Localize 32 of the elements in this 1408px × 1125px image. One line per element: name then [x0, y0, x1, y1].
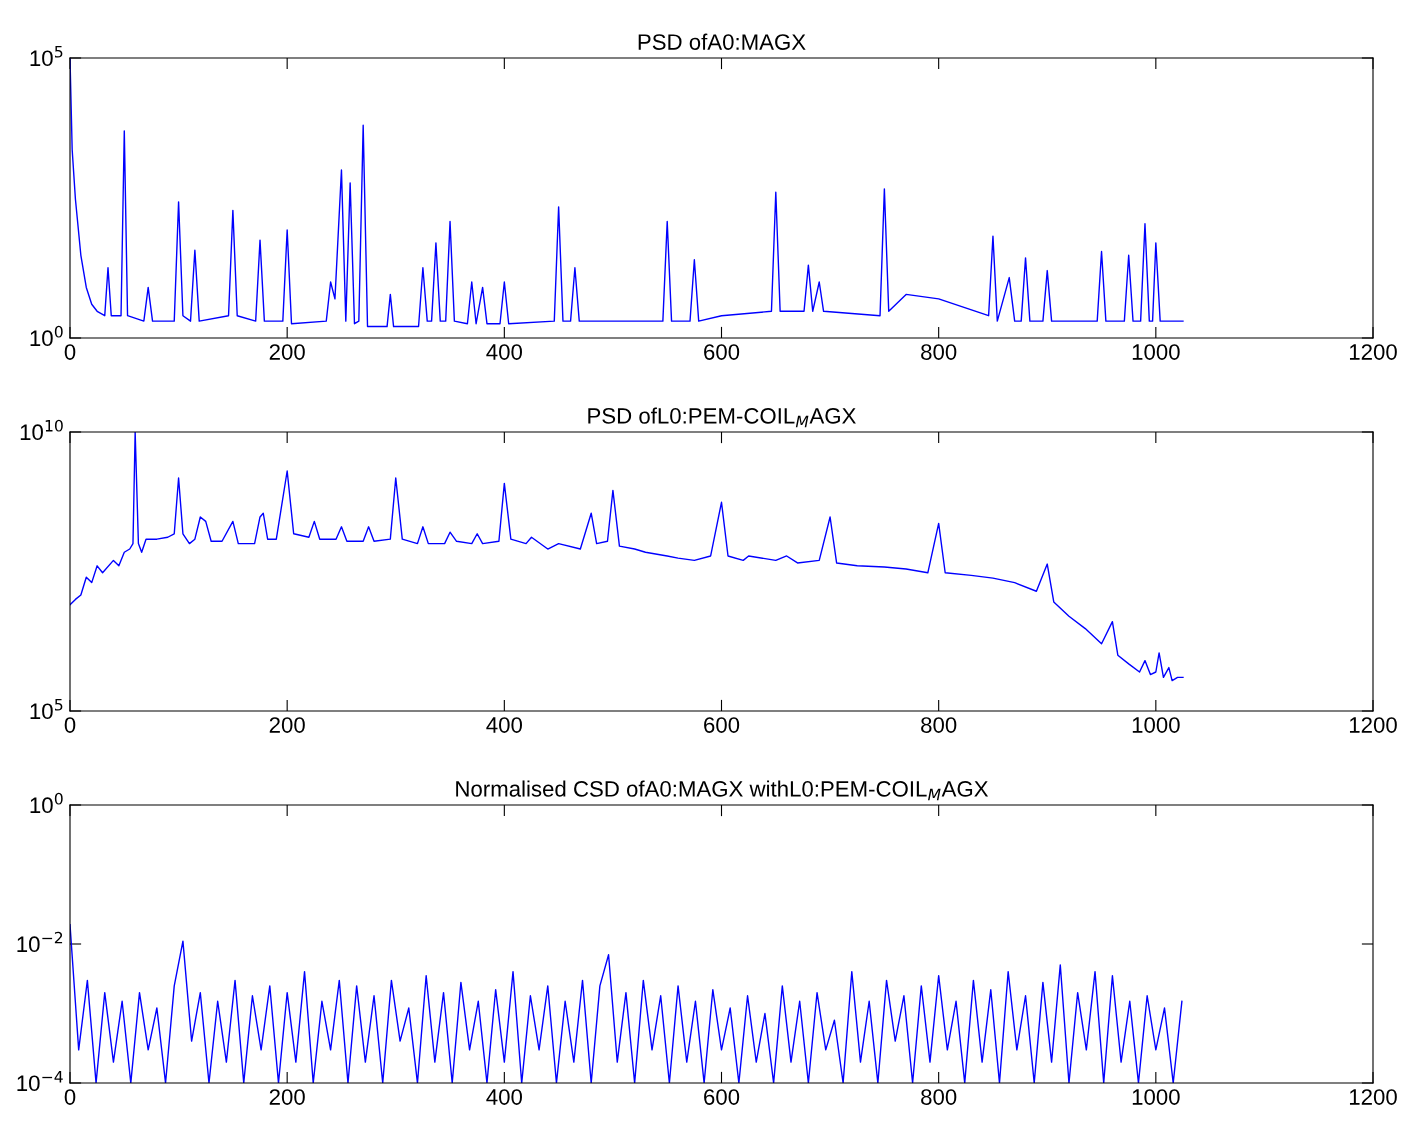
x-tick-label: 800: [921, 344, 957, 360]
x-tick-label: 0: [64, 717, 76, 733]
y-tick-label: 10$^{5}$: [30, 699, 63, 720]
chart-title: PSD ofA0:MAGX: [638, 33, 806, 50]
x-tick-label: 200: [269, 344, 305, 360]
x-tick-label: 800: [921, 717, 957, 733]
x-tick-label: 600: [704, 1089, 740, 1105]
x-tick-label: 600: [704, 344, 740, 360]
x-tick-label: 800: [921, 1089, 957, 1105]
x-tick-label: 1000: [1132, 344, 1180, 360]
x-tick-label: 200: [269, 717, 305, 733]
x-tick-label: 400: [486, 717, 522, 733]
x-tick-label: 600: [704, 717, 740, 733]
x-tick-label: 1200: [1349, 717, 1397, 733]
x-tick-label: 200: [269, 1089, 305, 1105]
x-tick-label: 400: [486, 1089, 522, 1105]
y-tick-label: 10$^{5}$: [30, 46, 63, 67]
x-tick-label: 0: [64, 344, 76, 360]
y-tick-label: 10$^{−4}$: [17, 1071, 63, 1092]
chart-title: PSD ofL0:PEM-COIL$_{M}$AGX: [588, 407, 856, 428]
line-series: [70, 432, 1184, 682]
x-tick-label: 0: [64, 1089, 76, 1105]
x-tick-label: 1000: [1132, 717, 1180, 733]
x-tick-label: 1000: [1132, 1089, 1180, 1105]
y-tick-label: 10$^{−2}$: [17, 931, 63, 953]
x-tick-label: 1200: [1349, 1089, 1397, 1105]
y-tick-label: 10$^{0}$: [30, 325, 63, 347]
y-tick-label: 10$^{10}$: [20, 419, 63, 441]
x-tick-label: 400: [486, 344, 522, 360]
y-tick-label: 10$^{0}$: [30, 792, 63, 814]
chart-title: Normalised CSD ofA0:MAGX withL0:PEM-COIL$_{M}$AGX: [456, 780, 989, 801]
x-tick-label: 1200: [1349, 344, 1397, 360]
